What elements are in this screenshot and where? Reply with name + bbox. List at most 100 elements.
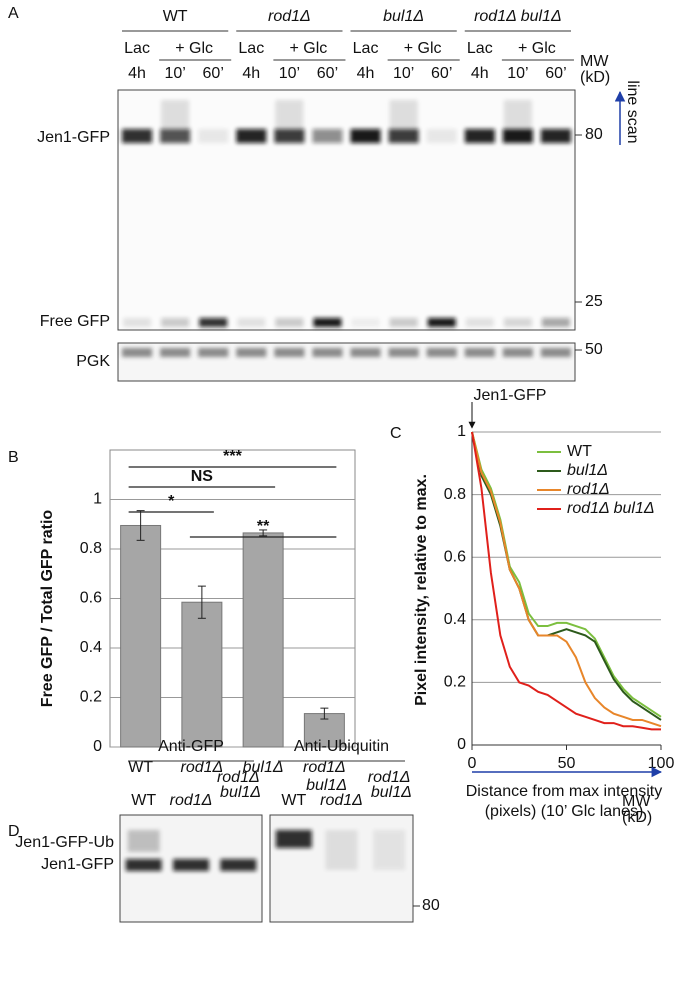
y-axis-label: Pixel intensity, relative to max. <box>413 474 430 706</box>
smear <box>325 830 358 870</box>
lane-label: WT <box>281 792 306 809</box>
band <box>122 348 153 357</box>
band <box>198 129 229 143</box>
band <box>312 348 343 357</box>
y-tick-label: 1 <box>457 423 466 440</box>
smear <box>127 830 160 852</box>
band <box>388 348 419 357</box>
y-tick-label: 0.2 <box>80 689 102 706</box>
row-label: Jen1-GFP-Ub <box>15 834 114 851</box>
x-tick-label: 100 <box>648 755 675 772</box>
band <box>389 318 418 327</box>
time-label: 4h <box>128 65 146 82</box>
time-label: 4h <box>242 65 260 82</box>
y-tick-label: 1 <box>93 491 102 508</box>
lane-label: rod1Δ <box>320 792 363 809</box>
bar <box>242 532 284 748</box>
smear <box>389 100 418 130</box>
band <box>502 348 533 357</box>
band <box>199 318 228 327</box>
band <box>540 129 571 143</box>
x-tick-label: rod1Δ bul1Δ <box>302 759 347 794</box>
smear <box>503 100 532 130</box>
band <box>426 129 457 143</box>
row-label: PGK <box>76 353 110 370</box>
significance-label: *** <box>223 448 242 465</box>
time-label: 10’ <box>507 65 528 82</box>
band <box>388 129 419 143</box>
y-tick-label: 0.4 <box>444 611 466 628</box>
smear <box>373 830 406 870</box>
condition-label: Lac <box>467 40 493 57</box>
mw-label: (kD) <box>622 809 652 826</box>
panel-label: D <box>8 823 20 840</box>
y-tick-label: 0.6 <box>444 548 466 565</box>
row-label: Jen1-GFP <box>41 856 114 873</box>
band <box>236 129 267 143</box>
significance-label: ** <box>257 518 270 535</box>
x-tick-label: bul1Δ <box>243 759 284 776</box>
row-label: Free GFP <box>40 313 110 330</box>
band <box>220 859 257 871</box>
panel-label: B <box>8 449 19 466</box>
condition-label: + Glc <box>404 40 442 57</box>
x-tick-label: WT <box>128 759 153 776</box>
time-label: 60’ <box>317 65 338 82</box>
y-axis-label: Free GFP / Total GFP ratio <box>39 510 56 708</box>
time-label: 4h <box>471 65 489 82</box>
line-scan-label: line scan <box>624 80 641 143</box>
band <box>427 318 456 327</box>
band <box>350 348 381 357</box>
condition-label: + Glc <box>518 40 556 57</box>
band <box>160 129 191 143</box>
line-series <box>471 431 662 728</box>
band <box>350 129 381 143</box>
legend-label: rod1Δ bul1Δ <box>567 500 655 517</box>
band <box>237 318 266 327</box>
band <box>313 318 342 327</box>
time-label: 60’ <box>431 65 452 82</box>
line-series <box>471 431 661 731</box>
bar <box>181 601 223 748</box>
annotation: Jen1-GFP <box>474 387 547 404</box>
x-axis-label: Distance from max intensity <box>466 783 663 800</box>
blot-title: Anti-Ubiquitin <box>294 738 389 755</box>
band <box>541 318 570 327</box>
x-tick-label: 0 <box>468 755 477 772</box>
band <box>426 348 457 357</box>
condition-label: Lac <box>238 40 264 57</box>
time-label: 10’ <box>393 65 414 82</box>
y-tick-label: 0.8 <box>80 540 102 557</box>
band <box>503 318 532 327</box>
legend-label: WT <box>567 443 592 460</box>
x-tick-label: 50 <box>558 755 576 772</box>
mw-label: MW <box>622 793 651 810</box>
blot-pgk <box>117 342 576 382</box>
band <box>465 318 494 327</box>
significance-label: * <box>168 493 175 510</box>
significance-label: NS <box>191 468 214 485</box>
lane-label: rod1Δ <box>170 792 213 809</box>
y-tick-label: 0 <box>93 738 102 755</box>
band <box>236 348 267 357</box>
y-tick-label: 0 <box>457 736 466 753</box>
lane-label: rod1Δ bul1Δ <box>216 769 261 801</box>
bar <box>120 524 162 748</box>
band <box>125 859 162 871</box>
band <box>275 830 312 848</box>
smear <box>161 100 190 130</box>
marker-label: 25 <box>585 293 603 310</box>
smear <box>275 100 304 130</box>
band <box>274 348 305 357</box>
group-label: bul1Δ <box>383 8 424 25</box>
legend-label: rod1Δ <box>567 481 610 498</box>
lane-label: rod1Δ bul1Δ <box>366 769 411 801</box>
marker-label: 80 <box>585 126 603 143</box>
mw-label: (kD) <box>580 69 610 86</box>
band <box>312 129 343 143</box>
condition-label: + Glc <box>175 40 213 57</box>
time-label: 60’ <box>545 65 566 82</box>
legend-label: bul1Δ <box>567 462 608 479</box>
time-label: 60’ <box>203 65 224 82</box>
